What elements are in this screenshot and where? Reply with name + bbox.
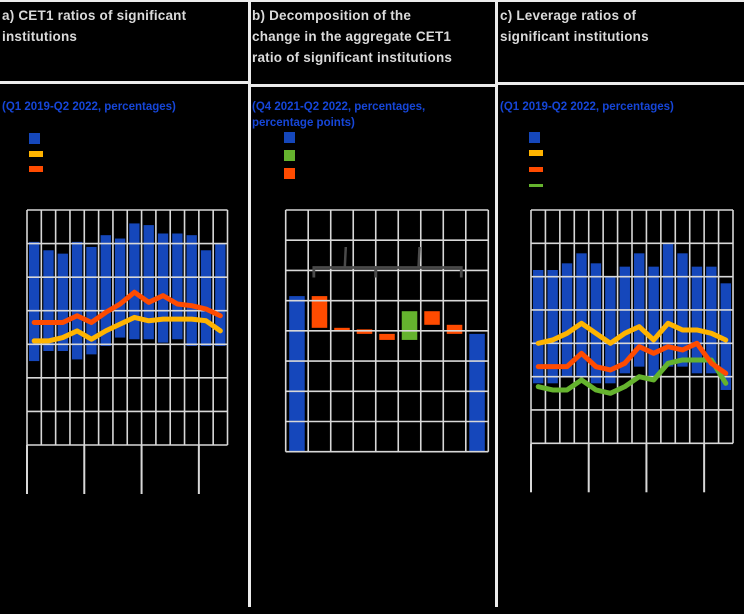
waterfall-decrease-bar	[334, 327, 350, 331]
range-bar	[114, 238, 126, 338]
line-orange	[535, 340, 729, 376]
waterfall-decrease-bar	[311, 296, 328, 328]
panel-divider	[248, 0, 251, 607]
chart-b	[284, 209, 490, 453]
line-yellow	[31, 314, 223, 344]
line-green	[535, 357, 729, 396]
legend-swatch-square	[284, 168, 295, 179]
waterfall-endpoint-bar	[289, 296, 305, 452]
range-bar	[576, 253, 587, 377]
panel-b-title: b) Decomposition of the change in the ag…	[252, 8, 453, 65]
range-bar	[547, 269, 558, 384]
range-bar	[157, 233, 169, 343]
panel-a-title: a) CET1 ratios of significant institutio…	[2, 8, 187, 44]
panel-c-title-underline	[498, 82, 744, 85]
range-bar	[691, 266, 703, 374]
panel-b-subtitle: (Q4 2021-Q2 2022, percentages, percentag…	[252, 101, 426, 129]
range-bar	[57, 253, 68, 351]
panel-divider	[495, 0, 498, 607]
range-bar	[662, 243, 674, 367]
waterfall-endpoint-bar	[469, 333, 485, 452]
panel-b-title-underline	[251, 84, 495, 87]
range-bar	[29, 241, 40, 362]
brace-pointer	[343, 246, 348, 268]
range-bar	[200, 250, 212, 346]
waterfall-increase-bar	[401, 311, 418, 340]
chart-a	[26, 209, 229, 494]
panel-a-title-underline	[0, 81, 248, 84]
range-bar	[100, 235, 111, 346]
legend-swatch-thin-line	[529, 183, 543, 187]
legend-swatch-line	[29, 151, 43, 157]
waterfall-decrease-bar	[424, 311, 440, 325]
legend-swatch-square	[284, 150, 295, 161]
line-yellow	[535, 320, 729, 346]
brace-annotation	[374, 266, 463, 278]
range-bar	[186, 235, 197, 346]
line-orange	[31, 289, 223, 325]
panel-c-subtitle: (Q1 2019-Q2 2022, percentages)	[500, 101, 674, 113]
range-bar	[129, 223, 140, 340]
range-bar	[619, 266, 630, 374]
legend-swatch-line	[529, 150, 543, 156]
legend-swatch-line	[529, 166, 543, 172]
range-bar	[86, 246, 97, 355]
waterfall-decrease-bar	[446, 324, 463, 334]
chart-c	[530, 209, 734, 493]
range-bar	[533, 269, 544, 384]
range-bar	[561, 263, 573, 377]
panel-c-title: c) Leverage ratios of significant instit…	[500, 8, 649, 44]
range-bar	[143, 225, 154, 340]
range-bars	[29, 223, 226, 362]
panel-a-subtitle: (Q1 2019-Q2 2022, percentages)	[2, 101, 176, 113]
range-bar	[172, 233, 183, 340]
range-bar	[605, 276, 616, 384]
range-bar	[706, 266, 717, 374]
brace-pointer	[417, 246, 421, 268]
range-bar	[648, 266, 659, 377]
legend-swatch-square	[284, 132, 295, 143]
waterfall-bars	[289, 296, 485, 452]
range-bar	[43, 250, 54, 351]
legend-swatch-square	[29, 133, 40, 144]
range-bar	[590, 263, 602, 384]
waterfall-decrease-bar	[379, 333, 395, 340]
range-bar	[720, 283, 731, 390]
legend-swatch-line	[29, 166, 43, 172]
range-bar	[215, 243, 226, 346]
legend-swatch-square	[529, 131, 540, 143]
brace-annotation	[312, 266, 378, 278]
top-border-line	[0, 0, 744, 2]
range-bar	[71, 241, 83, 360]
